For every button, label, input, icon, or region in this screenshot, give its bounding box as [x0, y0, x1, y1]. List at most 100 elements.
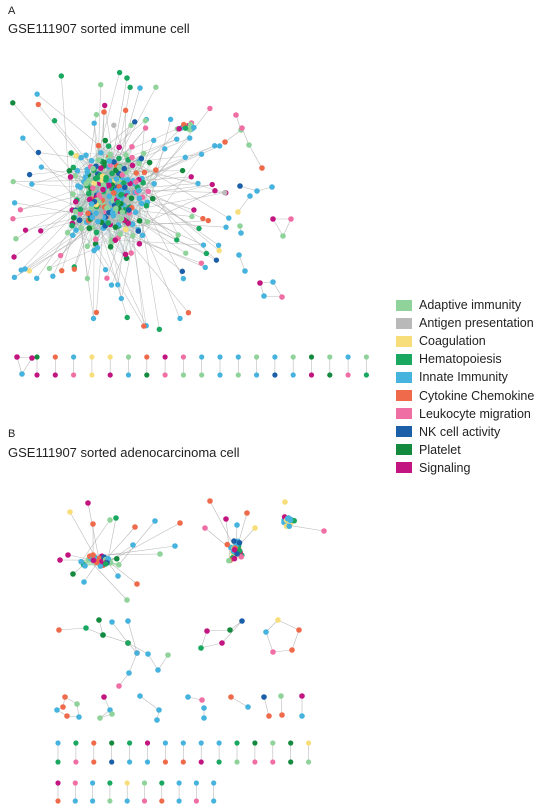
network-node [216, 759, 222, 765]
network-edge [111, 210, 207, 254]
network-node [198, 260, 205, 266]
network-node [123, 152, 129, 158]
legend-item: Antigen presentation [396, 314, 534, 332]
network-node [203, 250, 210, 257]
network-node [180, 354, 186, 360]
network-node [270, 759, 276, 765]
network-edge [280, 695, 283, 716]
network-node [180, 372, 186, 378]
network-node [72, 199, 79, 205]
network-node [223, 516, 229, 522]
network-edge [147, 653, 159, 671]
network-node [127, 84, 133, 91]
network-edge [105, 140, 153, 199]
network-edge [98, 119, 147, 161]
network-node [51, 118, 58, 124]
network-node [201, 705, 207, 711]
network-node [26, 171, 33, 178]
network-edge [127, 620, 138, 654]
network-node [38, 228, 44, 234]
network-node [132, 209, 139, 216]
network-node [222, 139, 228, 145]
network-edge [272, 281, 283, 298]
network-edge [119, 210, 217, 261]
network-node [198, 740, 204, 746]
network-node [198, 645, 204, 651]
network-node [138, 200, 145, 207]
network-node [104, 275, 110, 281]
legend-swatch [396, 444, 412, 456]
network-node [97, 213, 103, 220]
network-node [125, 372, 132, 378]
network-node [223, 224, 229, 230]
network-node [137, 85, 143, 91]
network-node [102, 561, 109, 567]
network-edge [93, 201, 95, 319]
network-node [84, 169, 90, 175]
network-node [176, 126, 182, 132]
network-node [142, 125, 149, 131]
network-node [234, 759, 240, 765]
network-node [103, 177, 109, 183]
network-node [272, 372, 278, 378]
network-node [104, 205, 110, 211]
network-node [116, 69, 123, 76]
network-node [266, 713, 272, 719]
legend-swatch [396, 335, 412, 347]
network-node [180, 740, 186, 746]
network-node [77, 206, 84, 213]
network-node [55, 759, 61, 765]
legend-swatch [396, 371, 412, 383]
network-node [74, 167, 81, 174]
network-edge [111, 191, 149, 286]
network-node [234, 740, 240, 746]
network-node [180, 759, 186, 765]
network-edge [111, 621, 129, 644]
network-edge [21, 357, 33, 375]
network-node [129, 162, 136, 169]
network-node [100, 182, 107, 188]
network-node [234, 551, 240, 557]
network-node [98, 165, 104, 171]
network-node [124, 780, 130, 786]
network-node [74, 701, 80, 707]
legend-item: Cytokine Chemokine [396, 386, 534, 404]
network-node [85, 210, 91, 217]
network-node [204, 628, 210, 634]
network-node [35, 101, 42, 108]
network-node [91, 120, 97, 126]
legend-item: Platelet [396, 441, 534, 459]
network-node [102, 137, 109, 144]
network-node [95, 218, 101, 225]
network-node [96, 192, 102, 198]
network-node [136, 195, 143, 202]
network-node [130, 542, 136, 548]
network-node [144, 759, 151, 765]
network-edge [25, 212, 97, 231]
network-node [26, 268, 33, 274]
network-node [89, 214, 96, 221]
network-node [254, 372, 260, 378]
network-node [280, 233, 286, 239]
network-node [94, 244, 101, 251]
network-node [159, 798, 165, 804]
network-node [157, 551, 163, 557]
network-node [211, 143, 218, 149]
panel-b-title: GSE111907 sorted adenocarcinoma cell [8, 445, 240, 460]
network-edge [291, 629, 300, 651]
network-node [125, 354, 132, 360]
network-node [289, 647, 295, 653]
network-node [77, 184, 84, 191]
network-edge [121, 197, 143, 299]
network-node [85, 500, 91, 506]
network-edge [277, 619, 300, 631]
network-node [29, 181, 35, 187]
network-node [72, 780, 78, 786]
network-node [102, 266, 109, 273]
network-node [200, 242, 207, 248]
network-node [144, 740, 151, 746]
network-node [199, 697, 205, 703]
network-node [70, 164, 77, 171]
network-node [89, 354, 95, 360]
network-node [363, 372, 369, 378]
